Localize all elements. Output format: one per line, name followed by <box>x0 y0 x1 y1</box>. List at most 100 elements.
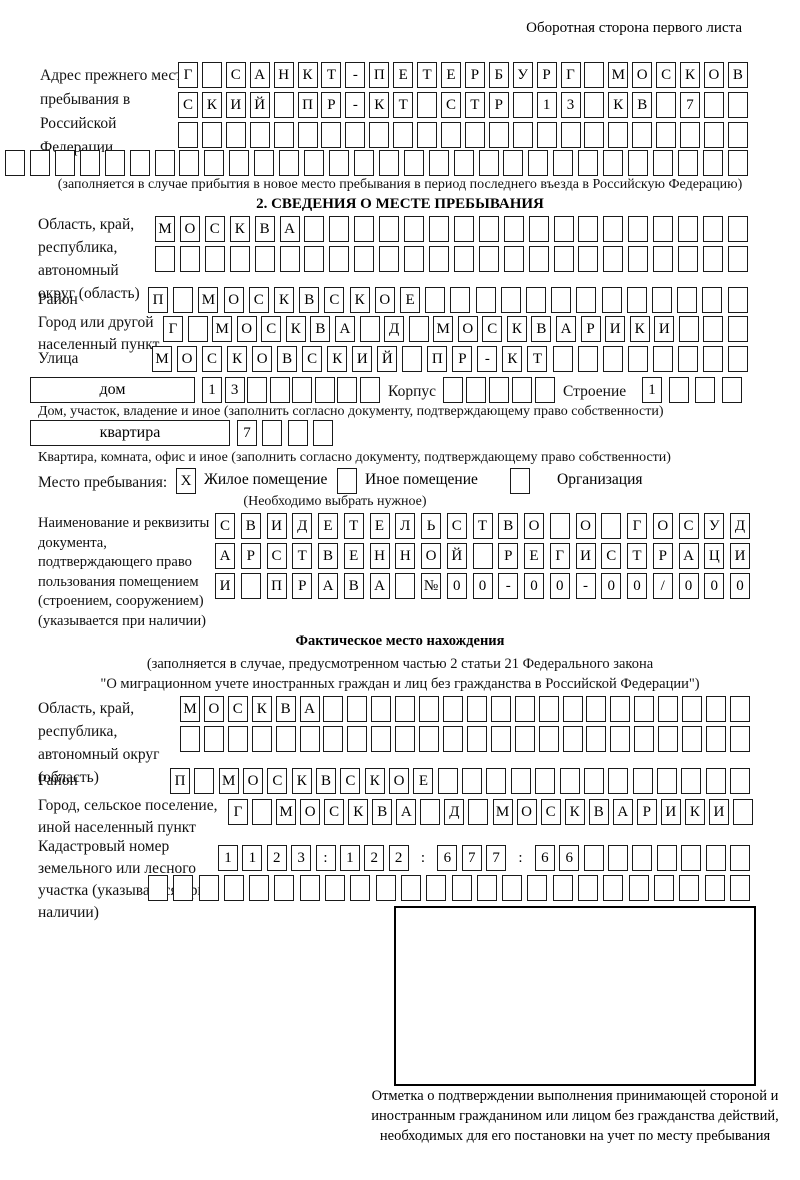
char-cell <box>586 726 607 752</box>
char-cell <box>705 768 726 794</box>
char-cell <box>632 122 653 148</box>
actual-location-note-1: (заполняется в случае, предусмотренном ч… <box>146 656 654 672</box>
stay-type-label: Место пребывания: <box>38 474 168 491</box>
char-cell <box>514 696 535 722</box>
char-cell <box>369 122 390 148</box>
char-cell <box>408 316 429 342</box>
char-cell <box>201 122 222 148</box>
char-cell: О <box>236 316 257 342</box>
char-cell: Н <box>395 543 416 569</box>
char-cell: В <box>299 287 320 313</box>
char-cell: Г <box>560 62 581 88</box>
char-cell: О <box>524 513 544 539</box>
char-cell <box>252 799 273 825</box>
char-cell <box>490 696 511 722</box>
char-cell <box>428 246 449 272</box>
char-cell <box>273 122 294 148</box>
char-cell: К <box>629 316 650 342</box>
char-cell <box>304 246 325 272</box>
char-cell: С <box>202 346 223 372</box>
korpus-label: Корпус <box>388 383 436 400</box>
char-cell <box>578 246 599 272</box>
char-cell <box>148 875 168 901</box>
region-label: Область, край, республика, автономный ок… <box>38 216 140 302</box>
char-cell <box>378 150 399 176</box>
char-cell <box>668 377 689 403</box>
char-cell <box>578 216 599 242</box>
char-cell: Р <box>452 346 473 372</box>
char-cell <box>656 122 677 148</box>
char-cell <box>179 246 200 272</box>
char-cell: В <box>727 62 748 88</box>
char-cell: Ь <box>421 513 441 539</box>
char-cell <box>395 726 416 752</box>
char-cell: М <box>180 696 200 722</box>
char-cell <box>705 696 726 722</box>
char-cell <box>417 122 438 148</box>
char-cell <box>610 696 631 722</box>
char-cell: Р <box>498 543 519 569</box>
char-cell: Т <box>417 62 438 88</box>
char-cell <box>254 150 275 176</box>
char-cell: 0 <box>704 573 725 599</box>
char-cell <box>627 346 648 372</box>
char-cell <box>393 122 414 148</box>
char-cell <box>321 122 342 148</box>
char-cell: О <box>179 216 200 242</box>
char-cell <box>703 92 724 118</box>
char-cell <box>528 246 549 272</box>
char-cell <box>180 726 200 752</box>
char-cell <box>526 287 547 313</box>
char-cell: Е <box>369 513 390 539</box>
char-cell <box>329 246 350 272</box>
char-cell <box>375 875 396 901</box>
char-cell <box>466 726 487 752</box>
checkbox-residential: X <box>176 468 196 494</box>
char-cell <box>54 150 75 176</box>
house-type-box: дом <box>30 377 195 403</box>
char-cell: М <box>433 316 454 342</box>
char-cell <box>577 346 598 372</box>
char-cell <box>425 287 446 313</box>
char-cell <box>453 246 474 272</box>
char-cell <box>417 92 438 118</box>
char-cell: П <box>427 346 448 372</box>
char-cell <box>275 726 296 752</box>
char-cell <box>603 150 624 176</box>
char-cell <box>512 92 533 118</box>
char-cell <box>727 246 748 272</box>
char-cell: В <box>277 346 298 372</box>
char-cell: 0 <box>472 573 493 599</box>
char-cell: 3 <box>224 377 245 403</box>
char-cell <box>314 377 335 403</box>
char-cell <box>695 377 716 403</box>
char-cell <box>578 875 599 901</box>
char-cell <box>419 726 440 752</box>
char-cell <box>395 573 416 599</box>
char-cell: О <box>243 768 264 794</box>
char-cell <box>486 768 507 794</box>
char-cell <box>512 377 532 403</box>
char-cell <box>450 287 471 313</box>
char-cell <box>584 92 605 118</box>
char-cell: Г <box>163 316 183 342</box>
char-cell <box>679 875 700 901</box>
char-cell <box>702 246 723 272</box>
char-cell <box>304 216 325 242</box>
char-cell <box>527 875 548 901</box>
char-cell: 2 <box>364 845 385 871</box>
char-cell <box>279 246 300 272</box>
char-cell <box>677 287 698 313</box>
char-cell <box>426 875 447 901</box>
char-cell: 3 <box>291 845 312 871</box>
char-cell: Н <box>369 543 390 569</box>
char-cell <box>727 346 748 372</box>
char-cell <box>350 875 371 901</box>
char-cell <box>472 543 493 569</box>
char-cell <box>79 150 100 176</box>
char-cell <box>249 875 270 901</box>
